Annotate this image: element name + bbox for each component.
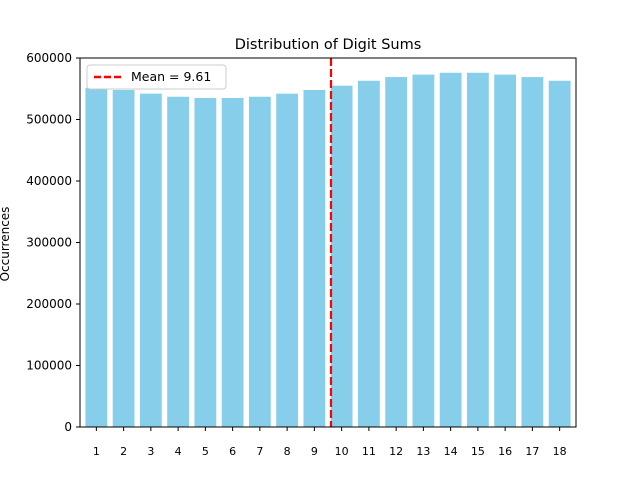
legend-mean-label: Mean = 9.61	[131, 69, 211, 84]
y-tick-label: 400000	[26, 174, 72, 188]
y-ticks-group: 0 100000 200000 300000 400000 500000 600000	[26, 51, 80, 434]
axes-frame	[79, 57, 577, 428]
bar-7	[248, 96, 271, 428]
x-tick-label: 10	[335, 445, 349, 458]
y-tick-label: 600000	[26, 51, 72, 65]
x-ticks-group: 1 2 3 4 5 6 7 8 9 10 11 12 13 14 15 16 17 18	[93, 427, 567, 458]
bar-17	[521, 77, 544, 427]
bar-10	[330, 85, 353, 428]
y-tick-label: 200000	[26, 297, 72, 311]
x-tick-label: 12	[389, 445, 403, 458]
x-tick-label: 1	[93, 445, 100, 458]
bar-18	[548, 80, 571, 427]
x-tick-label: 4	[175, 445, 182, 458]
bar-11	[357, 80, 380, 427]
x-tick-label: 16	[498, 445, 512, 458]
legend: Mean = 9.61	[86, 64, 227, 90]
bar-2	[112, 89, 135, 427]
x-tick-label: 3	[147, 445, 154, 458]
bar-14	[439, 72, 462, 427]
bar-6	[221, 97, 244, 427]
bars-group	[85, 72, 571, 428]
bar-8	[276, 93, 299, 428]
bar-16	[494, 74, 517, 427]
x-tick-label: 18	[553, 445, 567, 458]
bar-13	[412, 74, 435, 427]
bar-4	[167, 96, 190, 428]
x-tick-label: 9	[311, 445, 318, 458]
y-tick-label: 500000	[26, 113, 72, 127]
bar-1	[85, 88, 108, 427]
bar-5	[194, 97, 217, 427]
x-tick-label: 5	[202, 445, 209, 458]
legend-box	[86, 64, 227, 90]
x-tick-label: 2	[120, 445, 127, 458]
x-tick-label: 14	[444, 445, 458, 458]
x-tick-label: 8	[284, 445, 291, 458]
y-tick-label: 300000	[26, 236, 72, 250]
bar-9	[303, 89, 326, 427]
y-tick-label: 100000	[26, 359, 72, 373]
y-tick-label: 0	[64, 420, 72, 434]
x-tick-label: 6	[229, 445, 236, 458]
x-tick-label: 7	[256, 445, 263, 458]
x-tick-label: 15	[471, 445, 485, 458]
bar-3	[139, 93, 162, 428]
x-tick-label: 13	[416, 445, 430, 458]
x-tick-label: 17	[525, 445, 539, 458]
bar-15	[466, 72, 489, 427]
chart-title: Distribution of Digit Sums	[235, 37, 422, 53]
y-axis-label: Occurrences	[0, 207, 12, 282]
x-tick-label: 11	[362, 445, 376, 458]
bar-12	[385, 77, 408, 427]
